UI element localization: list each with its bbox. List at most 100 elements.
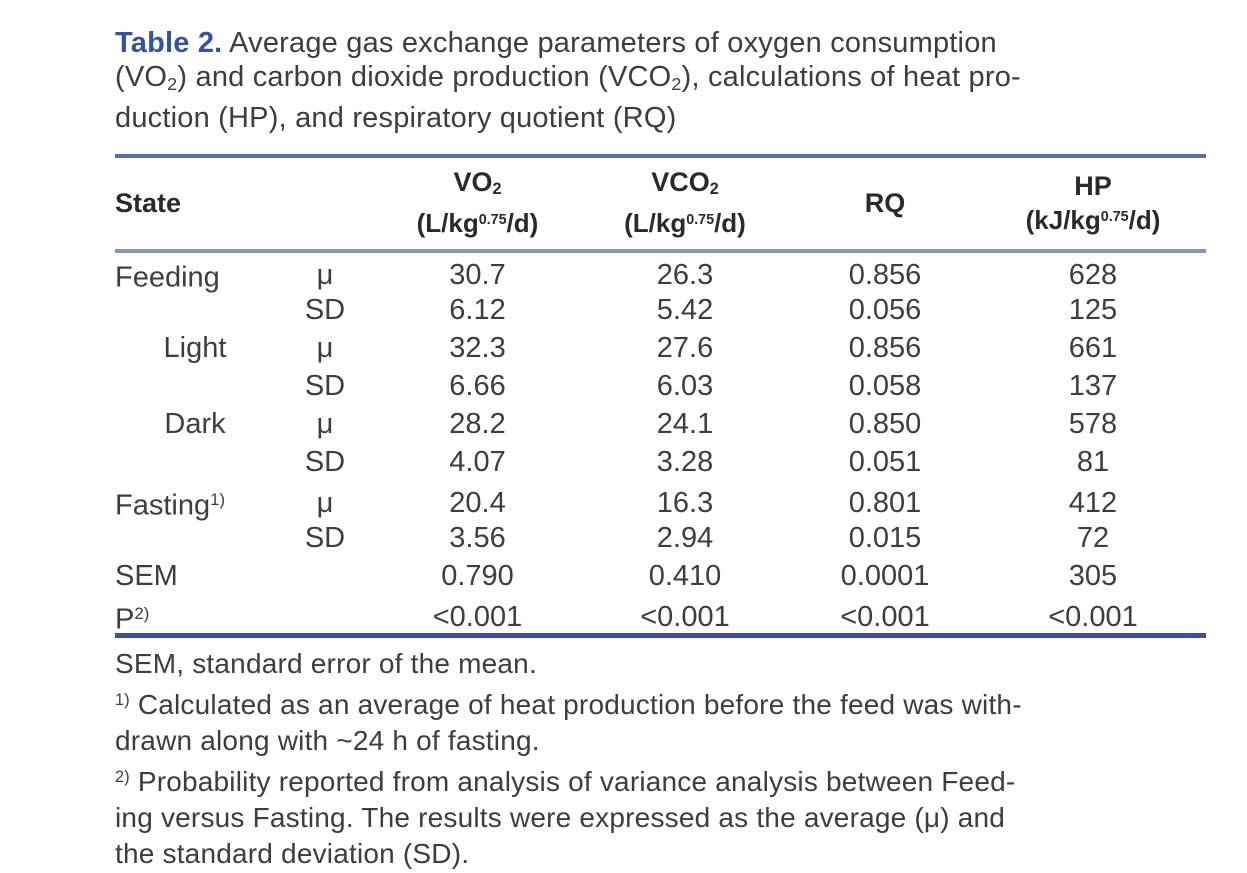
rq-value: 0.856 (848, 332, 922, 365)
table-header-row: State VO2 (L/kg0.75/d) VCO2 (L/kg0.75/d)… (115, 158, 1206, 249)
rq-value: 0.856 (848, 258, 922, 291)
vo2-value: 30.7 (449, 258, 506, 291)
header-vco2-name: VCO (651, 166, 710, 197)
rq-value: 0.850 (848, 408, 922, 441)
stat-label: μ (316, 258, 334, 291)
hp-value: 578 (1068, 408, 1118, 441)
footnote-2-line-1: 2) Probability reported from analysis of… (115, 759, 1206, 800)
hp-value: 72 (1076, 522, 1110, 555)
state-label: Light (163, 332, 227, 365)
caption-text: ) and carbon dioxide production (VCO (177, 61, 672, 93)
caption-text: ), calculations of heat pro- (681, 61, 1021, 93)
footnote-text: Calculated as an average of heat product… (129, 688, 1022, 720)
hp-value: 412 (1068, 486, 1118, 519)
rq-value: 0.051 (848, 446, 922, 479)
table-row-dark-mean: Dark μ 28.2 24.1 0.850 578 (115, 405, 1206, 443)
footnote-1-line-2: drawn along with ~24 h of fasting. (115, 723, 1206, 759)
table-footnotes: SEM, standard error of the mean. 1) Calc… (115, 646, 1206, 872)
vco2-value: 26.3 (656, 258, 714, 291)
table-bottom-rule (115, 633, 1206, 639)
rq-value: 0.058 (848, 370, 922, 403)
vo2-value: 6.66 (449, 370, 506, 403)
hp-value: 628 (1068, 258, 1118, 291)
header-vo2-name: VO (453, 166, 493, 197)
header-hp-name: HP (1074, 170, 1112, 201)
vco2-value: <0.001 (640, 600, 730, 633)
vo2-value: 6.12 (449, 294, 506, 327)
vo2-value: 3.56 (449, 522, 506, 555)
vco2-value: 27.6 (656, 332, 714, 365)
table-row-dark-sd: SD 4.07 3.28 0.051 81 (115, 443, 1206, 481)
stat-label: μ (316, 332, 334, 365)
table-row-feeding-mean: Feeding μ 30.7 26.3 0.856 628 (115, 253, 1206, 294)
footnote-text: drawn along with ~24 h of fasting. (115, 724, 540, 756)
footnote-marker: 2) (134, 604, 150, 624)
vco2-value: 0.410 (648, 560, 722, 593)
vo2-value: 32.3 (449, 332, 506, 365)
footnote-marker: 1) (115, 691, 130, 710)
header-hp-unit: /d) (1128, 204, 1161, 235)
stat-label: SD (304, 370, 346, 403)
header-rq: RQ (790, 188, 980, 219)
header-rq-name: RQ (864, 187, 906, 218)
caption-line-3: duction (HP), and respiratory quotient (… (115, 101, 677, 134)
rq-value: 0.0001 (840, 560, 930, 593)
superscript: 0.75 (478, 212, 507, 229)
footnote-text: SEM, standard error of the mean. (115, 648, 537, 680)
rq-value: 0.015 (848, 522, 922, 555)
header-vco2-unit: (L/kg (624, 208, 687, 239)
state-label: Feeding (115, 261, 220, 294)
vo2-value: 4.07 (449, 446, 506, 479)
header-state: State (115, 187, 182, 218)
footnote-2-line-3: the standard deviation (SD). (115, 836, 1206, 872)
table-row-fasting-mean: Fasting1) μ 20.4 16.3 0.801 412 (115, 481, 1206, 522)
hp-value: 305 (1068, 560, 1118, 593)
footnote-2-line-2: ing versus Fasting. The results were exp… (115, 800, 1206, 836)
header-vo2-unit: /d) (506, 208, 539, 239)
header-vo2: VO2 (L/kg0.75/d) (375, 167, 580, 239)
subscript: 2 (167, 73, 178, 94)
vco2-value: 3.28 (656, 446, 714, 479)
table-caption: Table 2. Average gas exchange parameters… (115, 26, 1206, 135)
vo2-value: 28.2 (449, 408, 506, 441)
caption-text: Average gas exchange parameters of oxyge… (222, 27, 997, 59)
stat-label: μ (316, 486, 334, 519)
subscript: 2 (709, 180, 719, 199)
header-hp-unit: (kJ/kg (1025, 204, 1101, 235)
superscript: 0.75 (1100, 208, 1129, 225)
rq-value: 0.056 (848, 294, 922, 327)
vco2-value: 2.94 (656, 522, 714, 555)
caption-text: (VO (115, 61, 168, 93)
stat-label: SD (304, 294, 346, 327)
footnote-text: Probability reported from analysis of va… (129, 765, 1016, 797)
table-row-fasting-sd: SD 3.56 2.94 0.015 72 (115, 519, 1206, 557)
rq-value: <0.001 (840, 600, 930, 633)
stat-label: SD (304, 446, 346, 479)
vo2-value: <0.001 (432, 600, 523, 633)
hp-value: 125 (1068, 294, 1118, 327)
footnote-marker: 2) (115, 767, 130, 786)
header-bottom-rule (115, 249, 1206, 254)
caption-line-1: Table 2. Average gas exchange parameters… (115, 26, 1206, 60)
table-row-pvalue: P2) <0.001 <0.001 <0.001 <0.001 (115, 595, 1206, 636)
vco2-value: 16.3 (656, 486, 714, 519)
vco2-value: 6.03 (656, 370, 714, 403)
hp-value: 81 (1076, 446, 1110, 479)
footnote-marker: 1) (210, 490, 226, 510)
state-label: P (115, 603, 135, 636)
footnote-text: the standard deviation (SD). (115, 837, 470, 869)
table-top-rule (115, 153, 1206, 158)
vco2-value: 24.1 (656, 408, 714, 441)
superscript: 0.75 (686, 212, 715, 229)
footnote-1-line-1: 1) Calculated as an average of heat prod… (115, 682, 1206, 723)
header-vco2: VCO2 (L/kg0.75/d) (580, 167, 790, 239)
subscript: 2 (671, 73, 682, 94)
subscript: 2 (492, 180, 502, 199)
state-label: Fasting (115, 489, 211, 522)
vo2-value: 20.4 (449, 486, 506, 519)
table-row-feeding-sd: SD 6.12 5.42 0.056 125 (115, 291, 1206, 329)
hp-value: <0.001 (1048, 600, 1138, 633)
table-row-light-mean: Light μ 32.3 27.6 0.856 661 (115, 329, 1206, 367)
table-number-label: Table 2. (115, 27, 223, 59)
table-body: Feeding μ 30.7 26.3 0.856 628 SD 6.12 5.… (115, 253, 1206, 636)
